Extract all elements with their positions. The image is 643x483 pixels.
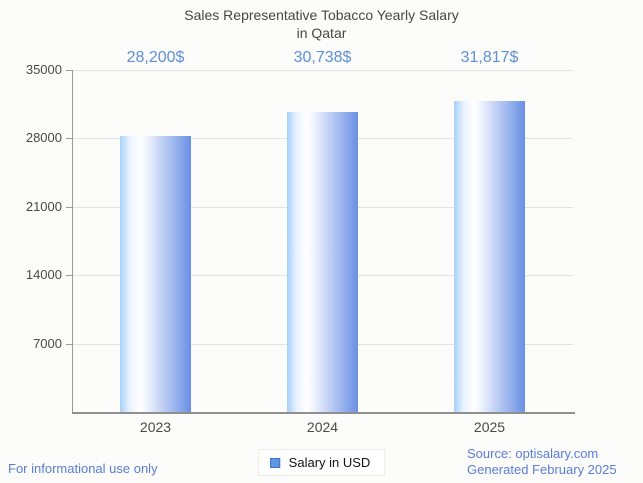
- chart-title-line1: Sales Representative Tobacco Yearly Sala…: [184, 7, 459, 23]
- source-block: Source: optisalary.com Generated Februar…: [467, 446, 617, 478]
- legend-label: Salary in USD: [288, 455, 371, 470]
- x-axis-label: 2023: [139, 419, 172, 435]
- y-axis-tick: [66, 206, 72, 208]
- y-axis-label: 35000: [25, 62, 62, 77]
- disclaimer-text: For informational use only: [8, 461, 158, 476]
- legend: Salary in USD: [257, 449, 386, 476]
- y-axis-tick: [66, 343, 72, 345]
- y-axis-label: 28000: [25, 130, 62, 146]
- bar-value-label: 30,738$: [293, 49, 352, 66]
- y-axis-label: 7000: [33, 335, 62, 351]
- generated-text: Generated February 2025: [467, 462, 617, 477]
- chart-title: Sales Representative Tobacco Yearly Sala…: [0, 6, 643, 42]
- bar-2024: [287, 111, 358, 412]
- bar-value-label: 28,200$: [126, 49, 185, 66]
- y-axis-tick: [66, 138, 72, 140]
- y-axis-tick: [66, 275, 72, 277]
- y-axis-label: 14000: [25, 267, 62, 283]
- y-axis-label: 21000: [25, 198, 62, 214]
- bar-value-label: 31,817$: [460, 49, 519, 66]
- legend-swatch-icon: [269, 457, 280, 468]
- x-axis-label: 2024: [306, 419, 339, 435]
- y-axis-tick: [66, 70, 72, 71]
- source-text: Source: optisalary.com: [467, 446, 599, 461]
- chart-title-line2: in Qatar: [296, 25, 347, 41]
- x-axis-line: [72, 412, 575, 414]
- bar-2025: [454, 101, 525, 412]
- gridline: [72, 70, 573, 71]
- bar-2023: [120, 136, 191, 412]
- y-axis-line: [72, 70, 73, 412]
- x-axis-label: 2025: [473, 419, 506, 435]
